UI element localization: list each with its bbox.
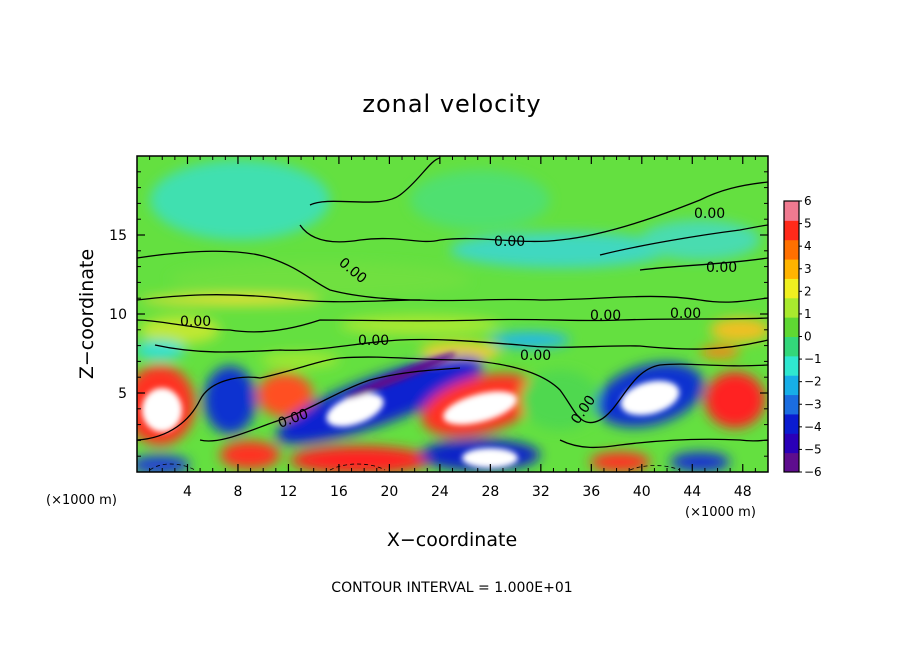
colorbar-tick-label: 5	[804, 217, 812, 231]
contour-interval-note: CONTOUR INTERVAL = 1.000E+01	[331, 580, 572, 596]
colorbar-segment	[784, 433, 799, 454]
x-axis-label: X−coordinate	[387, 529, 517, 551]
x-unit-label-left: (×1000 m)	[46, 493, 117, 508]
x-tick-label: 24	[431, 484, 449, 500]
colorbar-tick-label: −3	[804, 397, 822, 411]
colorbar-segment	[784, 375, 799, 396]
y-axis-label: Z−coordinate	[76, 249, 98, 379]
chart-title: zonal velocity	[362, 90, 541, 118]
zero-contours	[137, 157, 768, 449]
x-tick-label: 32	[532, 484, 550, 500]
colorbar-tick-label: −5	[804, 442, 822, 456]
contour-label: 0.00	[520, 348, 551, 364]
x-axis: 4 8 12 16 20 24 28 32 36 40 44 48	[149, 156, 756, 500]
colorbar-tick-label: 1	[804, 307, 812, 321]
colorbar-tick-label: −6	[804, 465, 822, 479]
x-tick-label: 4	[183, 484, 192, 500]
colorbar-segment	[784, 220, 799, 241]
contour-label: 0.00	[590, 308, 621, 324]
contour-label: 0.00	[494, 234, 525, 250]
contour-label: 0.00	[670, 306, 701, 322]
x-tick-label: 44	[683, 484, 701, 500]
colorbar-segment	[784, 259, 799, 279]
x-tick-label: 16	[330, 484, 348, 500]
colorbar-segment	[784, 452, 799, 473]
y-tick-label: 15	[109, 228, 127, 244]
colorbar-segment	[784, 317, 799, 337]
colorbar-tick-label: 4	[804, 239, 812, 253]
contour-label: 0.00	[694, 206, 725, 222]
colorbar-segment	[784, 355, 799, 376]
x-unit-label-right: (×1000 m)	[685, 505, 756, 520]
y-tick-label: 10	[109, 307, 127, 323]
colorbar-segment	[784, 239, 799, 260]
colorbar-segment	[784, 394, 799, 415]
y-axis: 5 10 15	[109, 171, 768, 457]
x-tick-label: 36	[582, 484, 600, 500]
colorbar-segment	[784, 413, 799, 434]
y-tick-label: 5	[118, 386, 127, 402]
contour-labels: 0.000.000.000.000.000.000.000.000.000.00…	[180, 206, 737, 432]
colorbar-tick-label: −4	[804, 420, 822, 434]
x-tick-label: 12	[280, 484, 298, 500]
x-tick-label: 48	[734, 484, 752, 500]
contour-label: 0.00	[180, 314, 211, 330]
colorbar-tick-label: −2	[804, 375, 822, 389]
contour-label: 0.00	[358, 333, 389, 349]
x-tick-label: 8	[233, 484, 242, 500]
x-tick-label: 28	[481, 484, 499, 500]
colorbar: 6 5 4 3 2 1 0 −1 −2 −3 −4 −5 −6	[783, 194, 822, 479]
colorbar-tick-label: 6	[804, 194, 812, 208]
contour-label: 0.00	[706, 260, 737, 276]
heatmap-plot-area	[137, 156, 768, 472]
colorbar-tick-label: −1	[804, 352, 822, 366]
colorbar-tick-label: 0	[804, 330, 812, 344]
colorbar-segment	[784, 201, 799, 221]
colorbar-segment	[784, 336, 799, 357]
colorbar-tick-label: 3	[804, 262, 812, 276]
x-tick-label: 40	[633, 484, 651, 500]
colorbar-tick-label: 2	[804, 284, 812, 298]
colorbar-segment	[784, 278, 799, 299]
colorbar-segment	[784, 297, 799, 318]
x-tick-label: 20	[380, 484, 398, 500]
